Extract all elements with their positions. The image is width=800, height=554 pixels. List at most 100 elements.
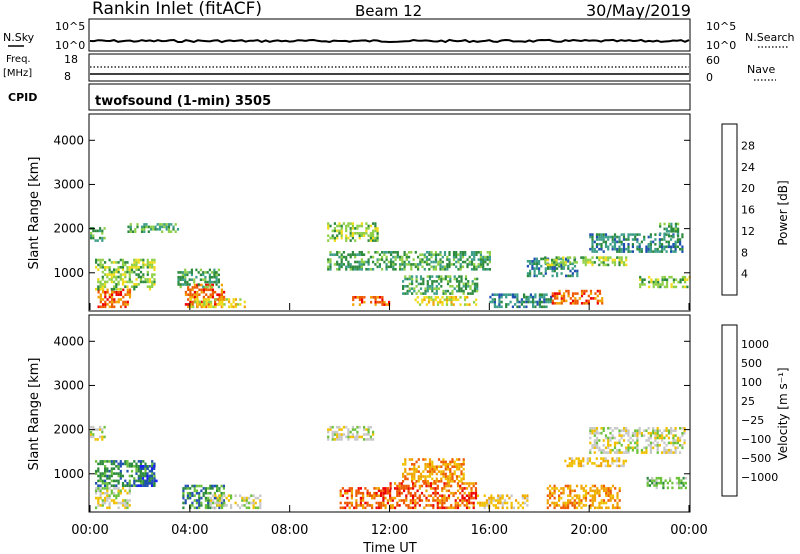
velocity-cell [596,491,599,495]
power-cell [207,295,210,299]
power-cell [639,278,642,281]
power-cell [565,289,568,293]
power-cell [477,251,480,254]
power-cell [369,224,372,228]
velocity-cell [218,504,221,507]
power-cell [574,292,577,295]
power-cell [130,266,134,269]
power-cell [674,243,677,246]
power-cell [188,283,191,286]
power-cell [401,260,404,264]
velocity-cell [618,439,621,442]
velocity-cell [342,433,345,436]
power-cell [598,243,601,246]
velocity-cell [433,470,436,473]
power-cell [567,292,570,295]
power-cell [439,253,442,256]
velocity-cell [126,465,129,468]
power-cell [595,233,599,236]
power-cell [648,285,651,289]
velocity-cell [460,472,463,476]
velocity-cell [683,431,686,435]
velocity-cell [451,465,454,468]
velocity-cell [602,459,605,463]
velocity-cell [137,465,140,468]
power-cell [427,300,431,304]
velocity-cell [598,504,601,507]
power-cell [202,273,205,277]
power-cell [491,293,494,296]
velocity-cell [95,482,98,485]
power-cell [351,234,354,237]
power-cell [625,263,628,267]
velocity-cell [327,438,330,441]
power-cell [498,305,501,309]
power-cell [190,278,193,281]
power-cell [415,275,418,278]
power-cell [218,295,221,299]
velocity-cell [485,501,488,505]
velocity-cell [396,494,399,497]
velocity-cell [110,491,113,495]
power-cell [567,260,570,263]
power-cell [439,258,442,261]
power-cell [560,264,563,268]
power-cell [417,265,420,269]
velocity-cell [108,482,111,485]
power-cell [558,289,561,293]
power-cell [595,256,599,259]
power-cell [500,305,503,309]
velocity-cell [675,481,678,485]
power-cell [618,258,621,262]
power-cell [195,268,198,272]
power-cell [419,260,422,264]
velocity-cell [186,496,189,500]
noise-left-tick-bottom: 10^0 [55,39,85,52]
velocity-cell [481,504,484,507]
power-cell [128,290,132,294]
power-cell [462,292,465,295]
power-cell [351,236,354,240]
velocity-cell [153,484,156,487]
power-cell [684,280,687,284]
power-cell [154,225,157,229]
power-cell [217,268,220,272]
noise-right-tick-bottom: 10^0 [706,39,736,52]
beam-label: Beam 12 [355,2,422,20]
velocity-cell [371,494,374,497]
velocity-cell [99,460,102,463]
power-cell [128,273,131,276]
power-cell [618,263,621,267]
velocity-cell [92,433,95,436]
velocity-cell [653,479,656,482]
power-cell [446,255,449,259]
velocity-cell [593,431,596,435]
velocity-cell [414,484,417,488]
power-cell [124,303,127,306]
power-cell [187,303,190,306]
velocity-cell [133,479,136,483]
velocity-cell [444,467,447,471]
power-cell [556,292,559,295]
power-cell [99,293,102,296]
power-cell [470,258,474,261]
velocity-cell [382,491,385,495]
power-cell [374,239,377,242]
velocity-cell [596,487,599,490]
velocity-cell [207,496,210,500]
power-cell [443,268,447,271]
power-cell [165,223,168,226]
velocity-cell [204,496,207,500]
velocity-cell [193,499,196,502]
power-cell [345,268,348,271]
velocity-cell [625,446,628,450]
velocity-cell [444,475,447,478]
velocity-cell [382,487,385,490]
velocity-cell [625,429,628,432]
velocity-cell [580,499,583,502]
velocity-cell [124,506,127,510]
power-cell [383,303,386,306]
power-cell [158,225,162,229]
velocity-cell [433,467,436,471]
power-cell [148,278,152,281]
